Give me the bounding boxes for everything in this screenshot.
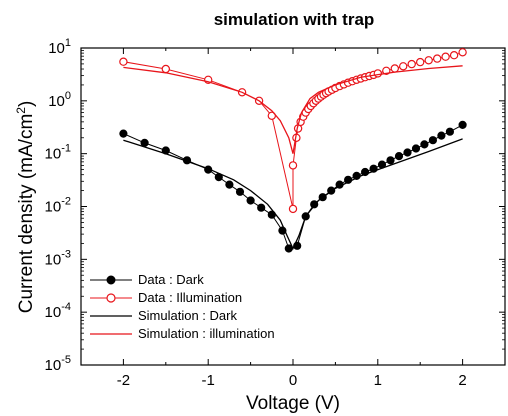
data-point (386, 156, 395, 165)
series-data-dark (119, 120, 467, 253)
legend: Data : Dark Data : Illumination Simulation… (90, 272, 275, 341)
data-point (437, 131, 446, 140)
y-axis-label-superscript: 2 (14, 107, 28, 114)
data-point (424, 56, 433, 65)
data-point (445, 127, 454, 136)
data-point (441, 52, 450, 61)
data-point (373, 69, 382, 78)
x-tick-label: 1 (374, 372, 382, 389)
legend-swatch-marker (106, 293, 116, 303)
y-tick-label: 10-5 (45, 354, 71, 374)
series-layer (119, 48, 467, 253)
y-tick-label: 100 (48, 90, 71, 110)
data-point (399, 62, 408, 71)
data-point (416, 57, 425, 67)
data-point (288, 204, 298, 214)
data-point (161, 64, 170, 74)
data-point (411, 144, 421, 153)
x-axis: -2 -1 0 1 2 (80, 48, 506, 389)
data-point (449, 51, 459, 60)
x-tick-label: -1 (202, 372, 215, 389)
data-point (288, 161, 298, 170)
y-tick-label: 101 (48, 37, 71, 57)
data-point (407, 59, 416, 69)
y-tick-label: 10-4 (45, 301, 71, 321)
y-axis: 10-5 10-4 10-3 10-2 10-1 100 101 (45, 37, 505, 374)
data-point (225, 180, 234, 189)
data-point (420, 140, 429, 149)
data-point (394, 152, 404, 161)
data-point (458, 48, 467, 57)
series-line (123, 65, 463, 154)
y-tick-label: 10-2 (45, 196, 71, 216)
chart-title: simulation with trap (214, 10, 375, 29)
legend-label: Simulation : Dark (138, 308, 237, 323)
x-tick-label: 0 (289, 372, 297, 389)
legend-item: Data : Dark (90, 272, 204, 287)
series-simulation-illumination (123, 65, 463, 154)
legend-label: Simulation : illumination (138, 326, 275, 341)
legend-label: Data : Illumination (138, 290, 242, 305)
data-point (119, 57, 128, 66)
y-axis-label-end: ) (16, 101, 37, 107)
x-tick-label: 2 (458, 372, 466, 389)
data-point (235, 187, 245, 196)
legend-label: Data : Dark (138, 272, 204, 287)
x-axis-label: Voltage (V) (246, 393, 340, 414)
data-point (140, 138, 149, 147)
data-point (390, 64, 399, 73)
data-point (119, 129, 128, 138)
data-point (257, 203, 266, 212)
data-point (428, 136, 437, 145)
legend-swatch-marker (106, 275, 116, 285)
legend-item: Data : Illumination (90, 290, 242, 305)
series-line (123, 138, 463, 251)
data-point (246, 196, 255, 205)
y-axis-label-main: Current density (mA/cm (16, 114, 37, 314)
data-point (458, 120, 467, 130)
y-axis-label: Current density (mA/cm2) (14, 101, 37, 314)
legend-item: Simulation : Dark (90, 308, 237, 323)
data-point (433, 54, 442, 63)
series-simulation-dark (123, 138, 463, 251)
legend-item: Simulation : illumination (90, 326, 275, 341)
y-tick-label: 10-3 (45, 248, 71, 268)
x-tick-label: -2 (117, 372, 130, 389)
data-point (403, 148, 412, 157)
y-tick-label: 10-1 (45, 143, 71, 163)
